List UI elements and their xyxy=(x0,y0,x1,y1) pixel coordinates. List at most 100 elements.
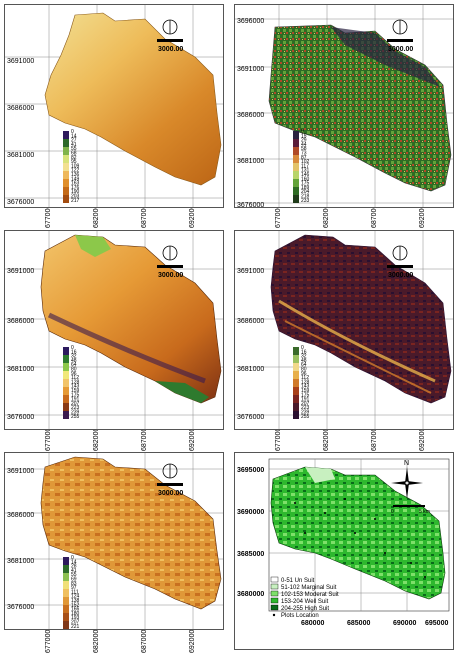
legend-tick-label: 32 xyxy=(71,354,77,360)
scale-label: 3000.00 xyxy=(158,46,183,53)
legend-tick-label: 58 xyxy=(301,146,307,152)
x-label: 682000 xyxy=(93,630,100,653)
legend-tick-label: 159 xyxy=(71,388,80,394)
legend-tick-label: 143 xyxy=(71,384,80,390)
legend-tick-label: 131 xyxy=(301,168,310,174)
legend-tick-label: 0 xyxy=(301,129,304,135)
legend-tick-label: 44 xyxy=(301,142,307,148)
legend-tick-label: 41 xyxy=(71,142,77,148)
legend-tick-label: 143 xyxy=(301,384,310,390)
scale-label: 3000.00 xyxy=(388,272,413,279)
map-panel-elevation: 3000.00 0 14 27 41 55 68 82 95 109 122 136 149 163 17… xyxy=(4,4,224,208)
legend-tick-label: 175 xyxy=(71,392,80,398)
x-label: 677000 xyxy=(45,630,52,653)
legend-tick-label: 68 xyxy=(71,151,77,157)
x-label: 677000 xyxy=(45,430,52,451)
north-label: N xyxy=(404,460,409,467)
legend-tick-label: 0 xyxy=(71,129,74,135)
y-label: 3676000 xyxy=(7,414,34,421)
north-arrow xyxy=(157,19,183,42)
map-svg-1: 3000.00 01427415568829510912213614916317… xyxy=(5,5,223,207)
legend-item: 51-102 Marginal Suit xyxy=(281,585,337,591)
x-label: 677000 xyxy=(275,430,282,451)
x-axis-labels-2: 677000 682000 687000 692000 xyxy=(234,205,454,228)
x-label: 682000 xyxy=(323,430,330,451)
legend-tick-label: 255 xyxy=(71,414,80,420)
scale-bar xyxy=(393,505,425,507)
legend-tick-label: 191 xyxy=(71,397,80,403)
legend-tick-label: 217 xyxy=(71,198,80,204)
y-label: 3686000 xyxy=(237,112,264,119)
legend-tick-label: 193 xyxy=(71,615,80,621)
legend-tick-label: 112 xyxy=(301,375,309,381)
legend-tick-label: 27 xyxy=(71,138,77,144)
legend-tick-label: 136 xyxy=(71,172,80,178)
legend-tick-label: 14 xyxy=(71,559,77,565)
legend-item: 0-51 Un Suit xyxy=(281,578,315,584)
legend-tick-label: 48 xyxy=(301,358,307,364)
legend-tick-label: 221 xyxy=(71,624,80,630)
legend-tick-label: 223 xyxy=(71,405,80,411)
y-label: 3695000 xyxy=(237,467,264,474)
legend-tick-label: 109 xyxy=(71,163,80,169)
legend-tick-label: 82 xyxy=(71,155,77,161)
y-label: 3681000 xyxy=(237,158,264,165)
legend-tick-label: 55 xyxy=(71,146,77,152)
x-label: 677000 xyxy=(275,208,282,228)
legend-tick-label: 96 xyxy=(71,371,77,377)
x-label: 687000 xyxy=(141,208,148,228)
north-arrow xyxy=(387,19,413,42)
north-arrow xyxy=(157,245,183,268)
legend-tick-label: 218 xyxy=(301,194,310,200)
legend-tick-label: 41 xyxy=(71,568,77,574)
legend-tick-label: 48 xyxy=(71,358,77,364)
legend-tick-label: 29 xyxy=(301,138,307,144)
x-label: 687000 xyxy=(141,630,148,653)
x-label: 687000 xyxy=(371,208,378,228)
legend-tick-label: 163 xyxy=(71,181,80,187)
legend-tick-label: 180 xyxy=(71,611,80,617)
legend-tick-label: 207 xyxy=(71,401,80,407)
legend-tick-label: 207 xyxy=(71,620,80,626)
legend-tick-label: 128 xyxy=(71,379,80,385)
compass-rose xyxy=(391,467,423,499)
y-label: 3691000 xyxy=(7,58,34,65)
y-label: 3691000 xyxy=(237,268,264,275)
legend-tick-label: 233 xyxy=(301,198,310,204)
y-label: 3686000 xyxy=(7,318,34,325)
legend-tick-label: 15 xyxy=(301,133,307,139)
legend-tick-label: 122 xyxy=(71,168,80,174)
legend-tick-label: 97 xyxy=(71,585,77,591)
legend-tick-label: 102 xyxy=(301,159,310,165)
legend-tick-label: 64 xyxy=(71,362,77,368)
legend-tick-label: 159 xyxy=(301,388,310,394)
x-label: 687000 xyxy=(371,430,378,451)
y-label: 3680000 xyxy=(237,591,264,598)
scale-label: 3000.00 xyxy=(388,46,413,53)
x-label: 690000 xyxy=(393,620,416,627)
scale-label: 3000.00 xyxy=(158,490,183,497)
legend-item: 153-204 Well Suit xyxy=(281,599,329,605)
legend-tick-label: 175 xyxy=(301,392,310,398)
y-label: 3676000 xyxy=(7,199,34,206)
scale-label: 0 xyxy=(391,509,394,515)
legend-tick-label: 87 xyxy=(301,155,307,161)
legend-tick-label: 28 xyxy=(71,564,77,570)
x-label: 687000 xyxy=(141,430,148,451)
legend-tick-label: 152 xyxy=(71,602,80,608)
color-legend xyxy=(63,131,69,203)
y-label: 3681000 xyxy=(7,152,34,159)
x-label: 692000 xyxy=(189,630,196,653)
x-label: 682000 xyxy=(323,208,330,228)
x-label: 685000 xyxy=(347,620,370,627)
legend-tick-label: 32 xyxy=(301,354,307,360)
legend-tick-label: 0 xyxy=(71,345,74,351)
legend-item: 204-255 High Suit xyxy=(281,606,329,612)
y-label: 3685000 xyxy=(237,551,264,558)
legend-tick-label: 176 xyxy=(71,185,80,191)
y-label: 3691000 xyxy=(237,66,264,73)
y-label: 3676000 xyxy=(237,414,264,421)
legend-tick-label: 14 xyxy=(71,133,77,139)
y-label: 3681000 xyxy=(7,366,34,373)
north-arrow xyxy=(387,245,413,268)
